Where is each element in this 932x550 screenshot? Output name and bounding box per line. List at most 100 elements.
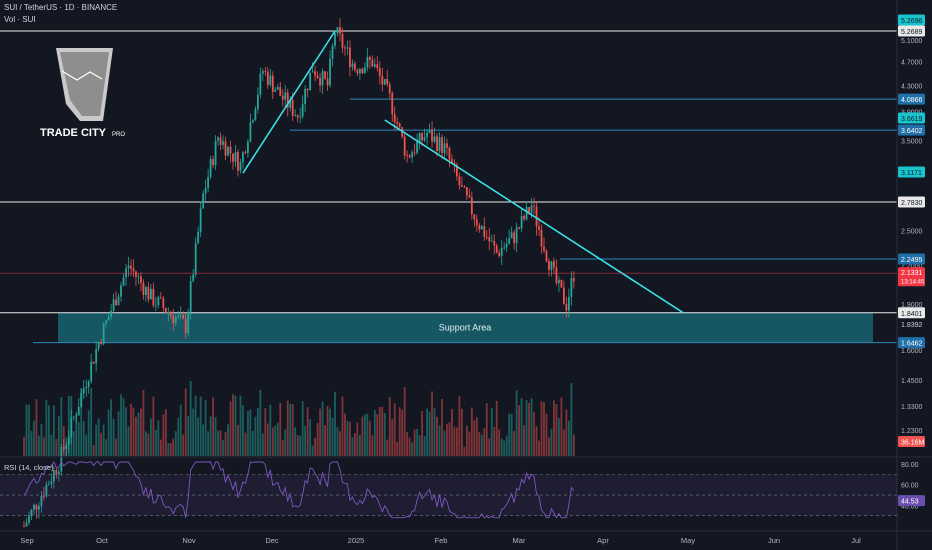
level-badge[interactable]: 4.0866	[898, 93, 925, 105]
candle-body	[321, 71, 324, 86]
candle-body	[383, 78, 386, 85]
level-badge[interactable]: 2.7830	[898, 196, 925, 208]
volume-bar	[256, 408, 259, 456]
candle-body	[214, 140, 217, 165]
volume-bar	[52, 405, 55, 456]
candle-body	[510, 232, 513, 239]
volume-bar	[169, 443, 172, 456]
level-badge[interactable]: 1.8401	[898, 307, 925, 319]
volume-bar	[182, 434, 185, 456]
volume-bar	[441, 399, 443, 456]
volume-bar	[373, 410, 376, 456]
volume-bar	[62, 426, 65, 456]
level-badge[interactable]: 1.8392	[901, 322, 923, 329]
level-badge[interactable]: 2.2495	[898, 253, 925, 265]
volume-bar	[558, 418, 560, 456]
current-price-badge-bg	[898, 267, 925, 287]
price-tick-label: 4.7000	[901, 60, 923, 67]
volume-bar	[553, 400, 555, 456]
level-badge[interactable]: 3.1171	[898, 166, 925, 178]
volume-bar	[281, 440, 284, 456]
candle-body	[85, 386, 88, 389]
candle-body	[254, 109, 257, 121]
candle-body	[107, 316, 110, 321]
candle-body	[274, 89, 277, 92]
volume-bar	[465, 425, 468, 456]
candle-body	[239, 162, 242, 171]
candle-body	[82, 388, 85, 394]
candle-body	[336, 27, 339, 34]
volume-bars	[23, 381, 575, 456]
volume-bar	[50, 434, 53, 456]
volume-bar	[339, 431, 341, 456]
volume-bar	[43, 437, 45, 456]
candle-body	[418, 133, 421, 142]
time-axis[interactable]: Sep Oct Nov Dec 2025 Feb Mar Apr May Jun Jul	[20, 536, 861, 545]
rsi-line[interactable]	[23, 460, 575, 519]
current-price-badge[interactable]: 2.1331 13:14:45	[898, 267, 925, 287]
candle-body	[456, 164, 458, 177]
candle-body	[234, 151, 237, 162]
symbol-title[interactable]: SUI / TetherUS · 1D · BINANCE	[4, 3, 118, 12]
candle-body	[120, 285, 122, 297]
level-badge[interactable]: 3.6619	[898, 112, 925, 124]
candle-body	[334, 33, 336, 46]
rsi-tick-label: 80.00	[901, 462, 919, 469]
candle-body	[182, 314, 185, 319]
volume-bar	[152, 396, 155, 456]
volume-bar	[224, 432, 227, 456]
volume-bar	[306, 407, 309, 456]
volume-title[interactable]: Vol · SUI	[4, 15, 36, 24]
volume-bar	[25, 404, 28, 456]
level-badge-bg	[898, 166, 925, 178]
candle-body	[349, 47, 351, 68]
volume-bar	[45, 399, 48, 456]
rsi-value-badge[interactable]	[898, 495, 925, 507]
candle-body	[92, 361, 95, 364]
volume-bar	[366, 413, 369, 456]
volume-bar	[538, 440, 540, 456]
volume-bar	[187, 415, 190, 456]
candle-body	[498, 252, 501, 256]
volume-bar	[363, 414, 366, 456]
candle-body	[276, 87, 279, 90]
rsi-title[interactable]: RSI (14, close)	[4, 463, 54, 472]
volume-bar	[70, 396, 73, 456]
level-badge[interactable]: 5.2689	[898, 25, 925, 37]
candle-body	[463, 186, 466, 188]
volume-bar	[321, 401, 324, 456]
volume-bar	[563, 429, 565, 456]
level-badge-bg	[898, 196, 925, 208]
candle-body	[538, 226, 540, 230]
candle-body	[157, 297, 160, 306]
level-badge[interactable]: 5.2696	[898, 14, 925, 26]
price-tick-label: 1.9000	[901, 302, 923, 309]
candle-body	[122, 277, 125, 286]
volume-bar	[416, 428, 419, 456]
volume-bar	[174, 431, 177, 456]
level-badge-bg	[898, 14, 925, 26]
volume-bar	[28, 404, 30, 456]
volume-bar	[548, 437, 550, 456]
volume-bar	[164, 409, 167, 456]
support-zone[interactable]	[58, 312, 873, 343]
volume-bar	[266, 423, 269, 456]
candle-body	[520, 215, 523, 229]
candle-body	[52, 470, 55, 482]
candle-body	[177, 315, 180, 318]
candle-body	[125, 268, 127, 278]
volume-bar	[311, 445, 314, 456]
candle-body	[261, 71, 264, 74]
level-badge[interactable]: 1.6462	[898, 337, 925, 349]
volume-bar	[508, 413, 511, 456]
candle-body	[465, 187, 468, 196]
candle-body	[505, 243, 508, 248]
candle-body	[299, 116, 302, 118]
trendline-rising[interactable]	[242, 30, 336, 174]
trendline-falling[interactable]	[384, 119, 684, 314]
candle-body	[47, 483, 50, 485]
volume-badge[interactable]: 36.16M	[898, 436, 925, 447]
level-badge[interactable]: 3.6402	[898, 124, 925, 136]
candle-body	[473, 214, 476, 220]
